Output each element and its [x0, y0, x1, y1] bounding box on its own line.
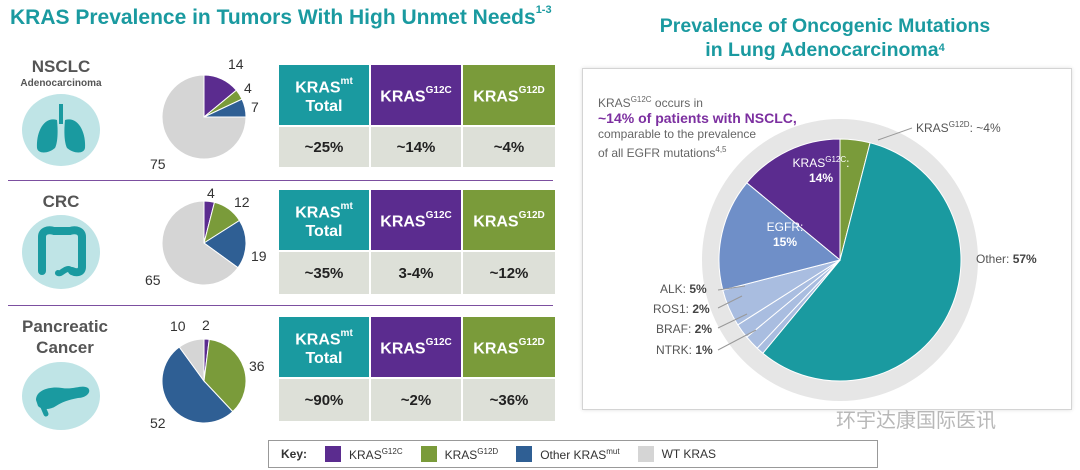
- pie-slice: [203, 338, 247, 413]
- header-kras-total: KRASmt Total: [279, 65, 369, 125]
- pie-label: 4: [207, 185, 215, 201]
- header-kras-g12d: KRASG12D: [463, 65, 555, 125]
- legend-item-wt: WT KRAS: [661, 447, 717, 461]
- pie-slice: [161, 200, 239, 286]
- pie-label: 12: [234, 194, 250, 210]
- pie-pancreatic: [161, 338, 247, 424]
- slice-label-ros1: ROS1: 2%: [653, 302, 710, 316]
- pie-slice: [203, 219, 247, 269]
- pie-slice: [762, 142, 962, 382]
- slice-label-ntrk: NTRK: 1%: [656, 343, 713, 357]
- legend-item-g12c: KRASG12C: [349, 446, 403, 462]
- pie-label: 75: [150, 156, 166, 172]
- right-title: Prevalence of Oncogenic Mutations in Lun…: [659, 15, 991, 61]
- legend-item-g12d: KRASG12D: [444, 446, 499, 462]
- tumor-name-pancreatic: Pancreatic Cancer: [22, 317, 108, 357]
- slice-label-braf: BRAF: 2%: [656, 322, 713, 336]
- header-kras-g12c: KRASG12C: [371, 190, 461, 250]
- pie-label: 65: [145, 272, 161, 288]
- pie-label: 52: [150, 415, 166, 431]
- header-kras-g12d: KRASG12D: [463, 190, 555, 250]
- pie-lung-adenocarcinoma: [702, 119, 978, 401]
- pie-label: 7: [251, 99, 259, 115]
- header-kras-total: KRASmt Total: [279, 317, 369, 377]
- legend-swatch-wt: [637, 446, 654, 462]
- pie-slice: [746, 138, 841, 262]
- slice-label-other: Other: 57%: [976, 252, 1037, 266]
- row-divider: [8, 305, 553, 306]
- colon-icon: [22, 215, 100, 289]
- pie-slice: [161, 74, 247, 160]
- legend-item-other-kras: Other KRASmut: [540, 446, 620, 462]
- value-g12c: ~14%: [371, 127, 461, 167]
- slice-label-egfr: EGFR: 15%: [766, 220, 804, 249]
- value-total: ~35%: [279, 252, 369, 294]
- value-g12d: ~36%: [463, 379, 555, 421]
- pie-nsclc: [161, 74, 247, 160]
- g12c-note: KRASG12C occurs in ~14% of patients with…: [598, 95, 797, 160]
- value-total: ~25%: [279, 127, 369, 167]
- pie-label: 36: [249, 358, 265, 374]
- slice-label-alk: ALK: 5%: [660, 282, 707, 296]
- value-g12c: ~2%: [371, 379, 461, 421]
- pie-label: 19: [251, 248, 267, 264]
- pie-slice: [178, 338, 205, 383]
- pie-label: 14: [228, 56, 244, 72]
- value-g12d: ~4%: [463, 127, 555, 167]
- legend-swatch-other-kras: [516, 446, 533, 462]
- key-label: Key:: [281, 447, 308, 461]
- legend-swatch-g12d: [420, 446, 437, 462]
- pie-crc: [161, 200, 247, 286]
- legend-key: Key: KRASG12C KRASG12D Other KRASmut WT …: [268, 440, 878, 468]
- slice-label-g12d: KRASG12D: ~4%: [916, 120, 1001, 135]
- legend-swatch-g12c: [325, 446, 342, 462]
- pie-label: 2: [202, 317, 210, 333]
- pie-slice: [161, 346, 234, 424]
- pie-slice: [718, 182, 842, 291]
- value-g12d: ~12%: [463, 252, 555, 294]
- pancreas-icon: [22, 362, 100, 430]
- value-g12c: 3-4%: [371, 252, 461, 294]
- left-title: KRAS Prevalence in Tumors With High Unme…: [10, 4, 552, 29]
- pie-label: 10: [170, 318, 186, 334]
- lungs-icon: [22, 94, 100, 166]
- value-total: ~90%: [279, 379, 369, 421]
- pie-label: 4: [244, 80, 252, 96]
- header-kras-g12c: KRASG12C: [371, 65, 461, 125]
- header-kras-total: KRASmt Total: [279, 190, 369, 250]
- header-kras-g12c: KRASG12C: [371, 317, 461, 377]
- tumor-name-crc: CRC: [42, 192, 80, 211]
- row-divider: [8, 180, 553, 181]
- tumor-name-nsclc: NSCLC Adenocarcinoma: [20, 57, 102, 90]
- slice-label-g12c: KRASG12C: 14%: [792, 155, 850, 185]
- watermark: 环宇达康国际医讯: [836, 410, 996, 432]
- header-kras-g12d: KRASG12D: [463, 317, 555, 377]
